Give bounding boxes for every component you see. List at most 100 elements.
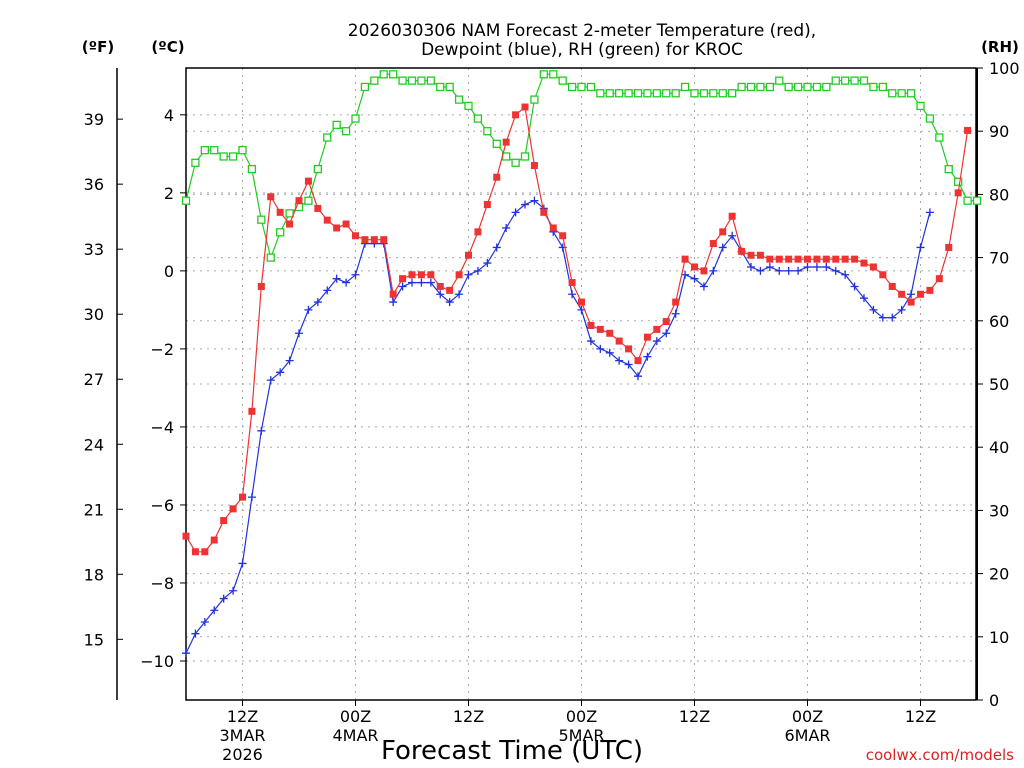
rh-point: [878, 82, 887, 92]
temperature-point: [276, 208, 284, 216]
temperature-point: [625, 345, 633, 353]
fahrenheit-tick-label: 24: [84, 435, 104, 454]
dewpoint-point: [624, 360, 633, 369]
rh-point: [680, 82, 690, 92]
dewpoint-point: [643, 352, 652, 361]
rh-point: [831, 76, 840, 85]
rh-point: [473, 114, 483, 123]
temperature-point: [653, 325, 661, 333]
rh-point: [756, 82, 765, 92]
temperature-point: [540, 208, 548, 216]
rh-tick-label: 20: [989, 565, 1009, 584]
rh-tick-label: 100: [989, 59, 1020, 78]
temperature-point: [954, 189, 962, 197]
fahrenheit-unit-label: (ºF): [82, 38, 114, 56]
x-axis-label: Forecast Time (UTC): [381, 736, 643, 766]
rh-point: [351, 114, 360, 123]
celsius-tick-label: −2: [150, 340, 174, 359]
celsius-tick-label: −6: [150, 496, 174, 515]
dewpoint-point: [417, 278, 426, 287]
temperature-point: [389, 290, 397, 298]
dewpoint-point: [408, 278, 416, 287]
rh-point: [615, 89, 624, 98]
dewpoint-point: [342, 278, 351, 287]
temperature-point: [700, 267, 708, 275]
fahrenheit-tick-label: 33: [84, 240, 104, 259]
temperature-line: [185, 105, 969, 553]
dewpoint-point: [803, 262, 812, 271]
fahrenheit-tick-label: 39: [84, 110, 104, 129]
temperature-point: [898, 290, 906, 298]
dewpoint-point: [295, 329, 303, 338]
rh-point: [549, 70, 558, 79]
rh-point: [228, 152, 238, 161]
temperature-point: [483, 201, 491, 209]
rh-point: [417, 76, 426, 85]
temperature-point: [408, 271, 416, 279]
rh-point: [662, 89, 671, 98]
dewpoint-point: [596, 344, 605, 353]
fahrenheit-tick-label: 27: [84, 370, 104, 389]
fahrenheit-tick-label: 15: [84, 630, 104, 649]
temperature-point: [474, 228, 482, 236]
dewpoint-point: [464, 270, 473, 279]
x-tick-label: 12Z: [453, 707, 484, 726]
dewpoint-point: [747, 262, 755, 271]
dewpoint-point: [709, 266, 718, 275]
temperature-point: [465, 251, 472, 259]
temperature-point: [427, 271, 435, 279]
temperature-point: [832, 255, 840, 263]
dewpoint-point: [586, 337, 595, 346]
dewpoint-point: [878, 313, 887, 322]
dewpoint-point: [521, 200, 529, 209]
dewpoint-point: [812, 262, 821, 271]
x-year-label: 2026: [222, 745, 263, 764]
temperature-point: [964, 126, 972, 134]
x-date-label: 5MAR: [558, 726, 604, 745]
dewpoint-point: [784, 266, 793, 275]
rh-point: [906, 89, 916, 98]
temperature-point: [691, 263, 698, 271]
rh-point: [841, 76, 850, 85]
temperature-point: [578, 298, 585, 306]
rh-point: [238, 146, 247, 155]
temperature-point: [436, 282, 444, 290]
temperature-point: [775, 255, 783, 263]
rh-point: [586, 82, 596, 92]
temperature-point: [342, 220, 350, 228]
dewpoint-point: [634, 372, 642, 381]
celsius-tick-label: −4: [150, 418, 174, 437]
temperature-point: [201, 548, 209, 556]
dewpoint-point: [332, 274, 341, 283]
rh-point: [652, 89, 661, 98]
temperature-point: [738, 247, 746, 255]
dewpoint-point: [568, 290, 577, 299]
rh-point: [323, 133, 332, 142]
rh-point: [304, 196, 313, 205]
temperature-point: [888, 282, 896, 290]
dewpoint-point: [907, 290, 916, 299]
celsius-tick-label: −10: [140, 652, 174, 671]
dewpoint-series: [182, 196, 934, 658]
dewpoint-point: [897, 305, 906, 314]
dewpoint-point: [200, 617, 209, 626]
dewpoint-point: [850, 282, 859, 291]
temperature-point: [370, 236, 378, 244]
dewpoint-point: [247, 493, 256, 502]
rh-tick-label: 60: [989, 312, 1009, 331]
fahrenheit-tick-label: 30: [84, 305, 104, 324]
dewpoint-point: [313, 298, 322, 307]
rh-point: [737, 82, 746, 92]
rh-series: [181, 70, 982, 262]
rh-point: [944, 164, 953, 174]
temperature-point: [672, 298, 680, 306]
rh-tick-labels: 0 10 20 30 40 50 60 70 80 90 100: [977, 59, 1020, 710]
rh-point: [285, 209, 294, 218]
dewpoint-point: [671, 309, 680, 318]
dewpoint-point: [888, 313, 897, 322]
temperature-point: [455, 271, 463, 279]
rh-point: [247, 164, 257, 174]
fahrenheit-tick-label: 36: [84, 175, 104, 194]
rh-point: [869, 82, 878, 92]
x-tick-label: 00Z: [566, 707, 597, 726]
